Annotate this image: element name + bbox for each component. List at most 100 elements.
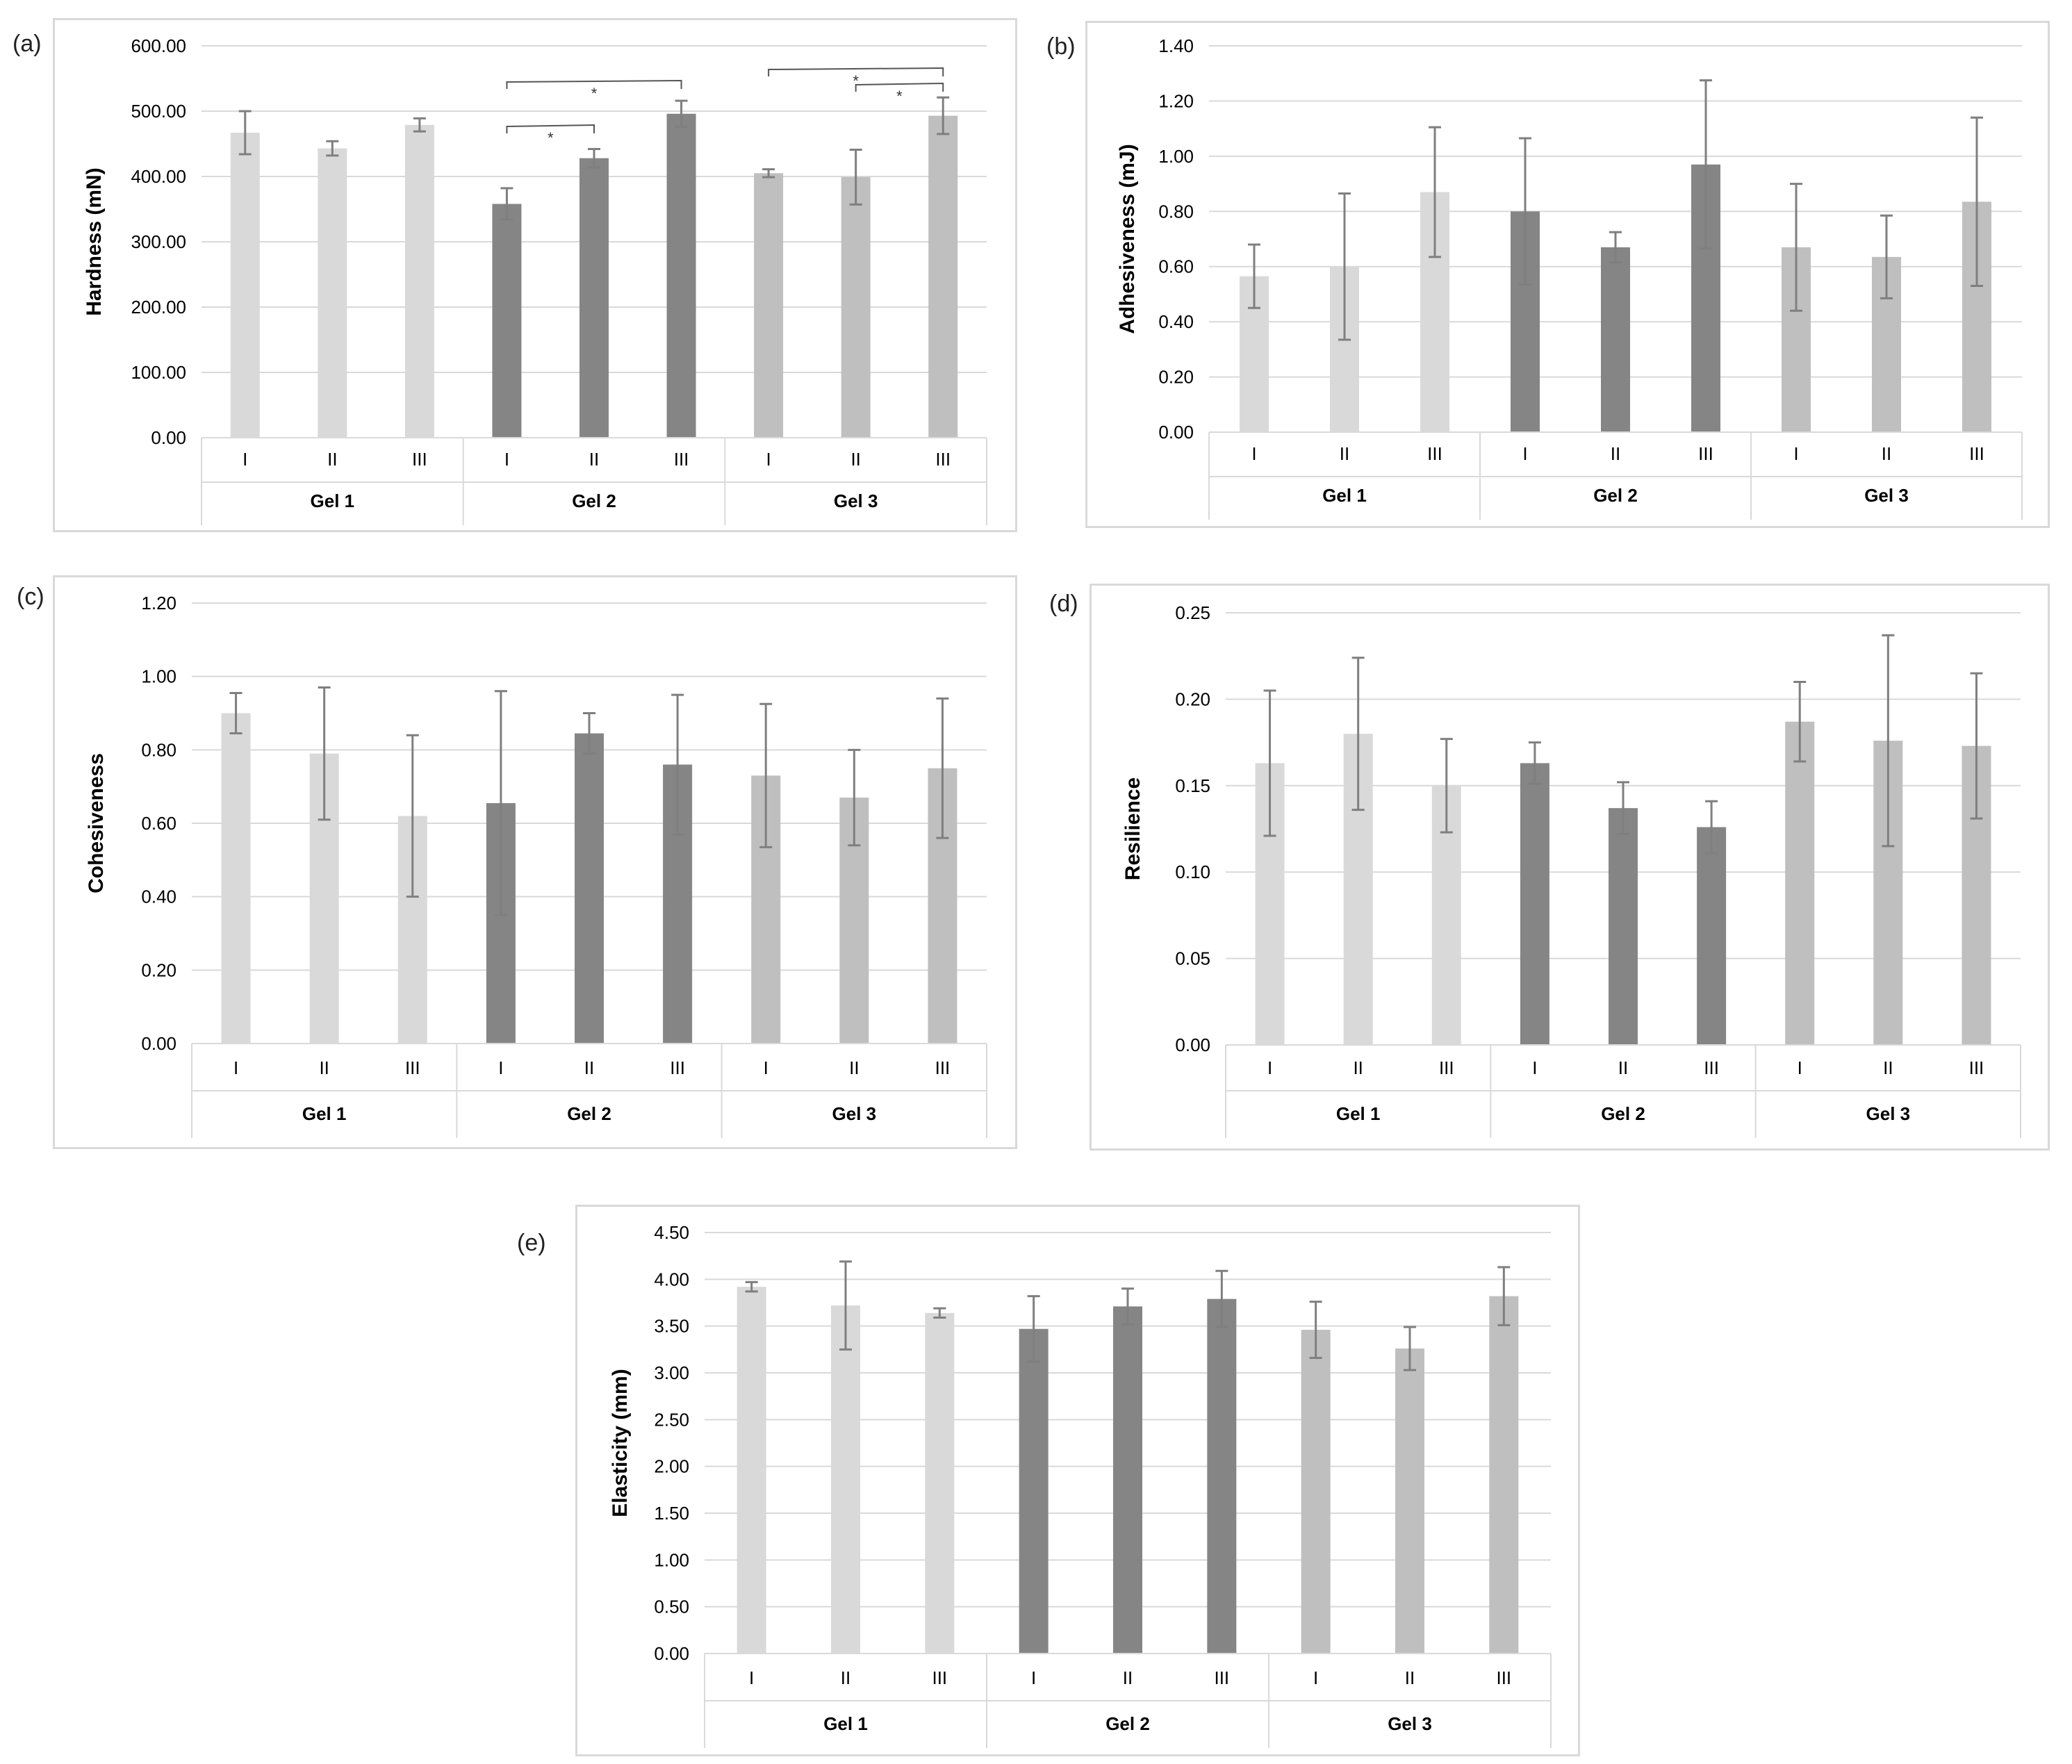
y-tick-label: 0.15 <box>1175 775 1210 796</box>
significance-star: * <box>896 88 903 105</box>
category-tick-label: I <box>233 1057 238 1078</box>
y-tick-label: 3.50 <box>654 1316 689 1337</box>
category-tick-label: II <box>1340 443 1349 464</box>
category-tick-label: I <box>1522 443 1527 464</box>
group-label: Gel 2 <box>567 1103 611 1124</box>
y-tick-label: 3.00 <box>654 1362 689 1383</box>
adhesiveness-chart: 0.00 0.20 0.40 0.60 0.80 1.00 1.20 1.40 Adhesive… <box>1116 35 2023 520</box>
category-tick-label: I <box>1267 1057 1272 1078</box>
bar <box>1489 1296 1519 1654</box>
group-label: Gel 2 <box>1601 1103 1645 1124</box>
group-label: Gel 1 <box>1336 1103 1381 1124</box>
panel-label-d: (d) <box>1049 591 1078 617</box>
y-tick-label: 300.00 <box>131 231 186 252</box>
y-tick-label: 1.20 <box>141 593 176 613</box>
group-label: Gel 1 <box>311 491 355 511</box>
category-tick-label: III <box>1704 1057 1719 1078</box>
significance-bracket <box>855 82 944 92</box>
y-tick-label: 0.50 <box>654 1597 689 1617</box>
y-axis-label: Elasticity (mm) <box>609 1369 632 1517</box>
y-tick-label: 4.00 <box>654 1269 689 1289</box>
category-tick-label: III <box>935 449 951 470</box>
category-tick-label: II <box>1353 1057 1363 1078</box>
y-tick-label: 0.05 <box>1175 948 1210 969</box>
category-tick-label: III <box>405 1057 420 1078</box>
y-tick-label: 0.40 <box>141 887 176 907</box>
y-tick-label: 0.10 <box>1175 862 1210 882</box>
group-label: Gel 3 <box>1388 1713 1432 1734</box>
bar <box>492 204 522 438</box>
y-tick-label: 0.00 <box>1175 1035 1210 1055</box>
category-tick-label: II <box>1882 443 1891 464</box>
bar <box>831 1305 860 1654</box>
y-tick-label: 0.80 <box>141 739 176 760</box>
category-tick-label: II <box>589 449 599 470</box>
category-tick-label: II <box>841 1667 850 1688</box>
panel-label-c: (c) <box>17 584 44 610</box>
y-tick-label: 200.00 <box>131 297 186 318</box>
category-tick-label: I <box>1313 1667 1318 1688</box>
panel-label-a: (a) <box>13 31 42 57</box>
category-tick-label: II <box>1611 443 1620 464</box>
y-axis-label: Cohesiveness <box>85 753 108 893</box>
y-tick-label: 1.00 <box>141 666 176 687</box>
y-tick-label: 400.00 <box>131 166 186 187</box>
elasticity-chart: 0.00 0.50 1.00 1.50 2.00 2.50 3.00 3.50 4.00 4.50… <box>609 1222 1552 1748</box>
category-tick-label: III <box>1969 1057 1984 1078</box>
category-tick-label: I <box>242 449 247 470</box>
category-tick-label: I <box>1798 1057 1802 1078</box>
group-label: Gel 2 <box>1105 1713 1150 1734</box>
category-tick-label: III <box>1969 443 1984 464</box>
category-tick-label: III <box>670 1057 685 1078</box>
y-tick-label: 0.80 <box>1158 201 1194 222</box>
y-tick-label: 1.00 <box>654 1549 689 1570</box>
y-tick-label: 0.60 <box>1158 256 1194 277</box>
group-label: Gel 3 <box>834 491 878 511</box>
category-tick-label: III <box>1427 443 1442 464</box>
y-tick-label: 0.00 <box>151 427 186 448</box>
bar <box>318 148 347 438</box>
category-tick-label: III <box>1439 1057 1454 1078</box>
group-label: Gel 1 <box>823 1713 868 1734</box>
y-tick-label: 100.00 <box>131 362 186 383</box>
group-label: Gel 3 <box>1866 1103 1911 1124</box>
significance-star: * <box>853 72 859 90</box>
bar <box>221 713 251 1044</box>
significance-bracket <box>768 67 944 76</box>
y-axis-label: Hardness (mN) <box>83 167 106 315</box>
group-label: Gel 2 <box>1593 485 1638 506</box>
category-tick-label: II <box>849 1057 859 1078</box>
hardness-chart: 0.00 100.00 200.00 300.00 400.00 500.00 600.00… <box>83 35 987 525</box>
category-tick-label: III <box>935 1057 951 1078</box>
bar <box>1113 1306 1142 1654</box>
bar <box>841 176 871 438</box>
y-tick-label: 0.20 <box>1175 689 1210 709</box>
category-tick-label: II <box>319 1057 329 1078</box>
bar <box>404 124 434 438</box>
group-label: Gel 3 <box>1864 485 1909 506</box>
group-label: Gel 1 <box>1322 485 1367 506</box>
y-tick-label: 2.00 <box>654 1456 689 1477</box>
category-tick-label: I <box>1031 1667 1036 1688</box>
bar <box>1785 721 1815 1045</box>
category-tick-label: II <box>850 449 860 470</box>
resilience-chart: 0.00 0.05 0.10 0.15 0.20 0.25 Resilience Gel 1 I… <box>1121 602 2021 1138</box>
y-tick-label: 0.20 <box>141 959 176 980</box>
y-tick-label: 0.00 <box>1158 422 1194 443</box>
y-tick-label: 1.20 <box>1158 90 1194 111</box>
y-tick-label: 4.50 <box>654 1222 689 1243</box>
y-tick-label: 0.00 <box>654 1643 689 1664</box>
category-tick-label: III <box>932 1667 947 1688</box>
category-tick-label: I <box>1251 443 1256 464</box>
bar <box>928 115 958 438</box>
y-axis-label: Adhesiveness (mJ) <box>1116 144 1139 333</box>
bar <box>1301 1330 1331 1654</box>
significance-bracket <box>506 79 682 89</box>
y-tick-label: 1.00 <box>1158 146 1194 167</box>
category-tick-label: I <box>1532 1057 1537 1078</box>
significance-star: * <box>548 129 554 147</box>
y-tick-label: 600.00 <box>131 35 186 56</box>
bar <box>1207 1299 1237 1654</box>
bar <box>1520 763 1549 1045</box>
